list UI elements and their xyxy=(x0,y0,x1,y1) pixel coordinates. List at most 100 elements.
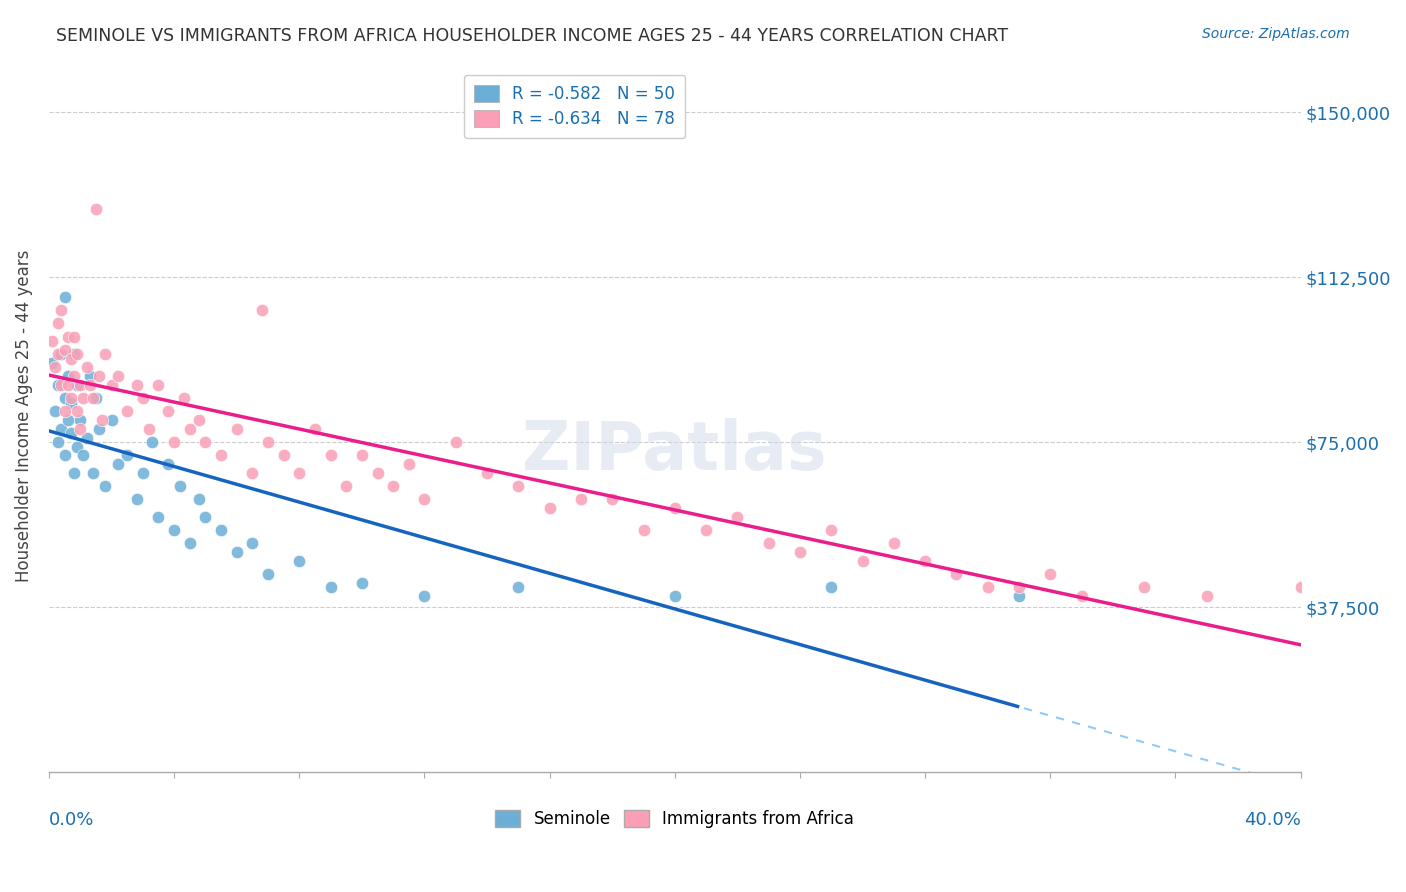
Point xyxy=(53,449,76,463)
Point xyxy=(225,422,247,436)
Point xyxy=(53,290,76,304)
Point xyxy=(194,510,217,524)
Point xyxy=(56,378,79,392)
Point xyxy=(44,360,66,375)
Point xyxy=(59,426,82,441)
Point xyxy=(69,422,91,436)
Point xyxy=(820,523,842,537)
Point xyxy=(1039,567,1062,582)
Point xyxy=(56,369,79,384)
Point xyxy=(1289,580,1312,594)
Point xyxy=(240,466,263,480)
Point xyxy=(79,369,101,384)
Point xyxy=(59,395,82,409)
Point xyxy=(94,479,117,493)
Point xyxy=(883,536,905,550)
Point xyxy=(163,435,186,450)
Point xyxy=(51,422,73,436)
Point xyxy=(59,351,82,366)
Point xyxy=(945,567,967,582)
Point xyxy=(977,580,1000,594)
Point xyxy=(51,303,73,318)
Point xyxy=(41,334,63,348)
Point xyxy=(179,536,201,550)
Point xyxy=(288,554,311,568)
Point xyxy=(257,435,280,450)
Point xyxy=(107,369,129,384)
Text: Source: ZipAtlas.com: Source: ZipAtlas.com xyxy=(1202,27,1350,41)
Point xyxy=(508,479,530,493)
Point xyxy=(66,440,89,454)
Point xyxy=(188,413,211,427)
Point xyxy=(82,391,104,405)
Point xyxy=(569,492,592,507)
Point xyxy=(59,391,82,405)
Point xyxy=(209,523,232,537)
Point xyxy=(69,413,91,427)
Point xyxy=(63,347,86,361)
Point xyxy=(148,510,170,524)
Point xyxy=(398,457,420,471)
Point xyxy=(304,422,326,436)
Point xyxy=(225,545,247,559)
Point xyxy=(53,343,76,357)
Point xyxy=(1133,580,1156,594)
Point xyxy=(538,501,561,516)
Point xyxy=(125,378,148,392)
Point xyxy=(48,347,70,361)
Point xyxy=(141,435,163,450)
Point xyxy=(194,435,217,450)
Text: 40.0%: 40.0% xyxy=(1244,811,1301,830)
Y-axis label: Householder Income Ages 25 - 44 years: Householder Income Ages 25 - 44 years xyxy=(15,250,32,582)
Point xyxy=(188,492,211,507)
Point xyxy=(138,422,160,436)
Point xyxy=(132,466,155,480)
Point xyxy=(789,545,811,559)
Point xyxy=(63,329,86,343)
Point xyxy=(350,576,373,591)
Point xyxy=(66,404,89,418)
Point xyxy=(72,449,94,463)
Point xyxy=(444,435,467,450)
Point xyxy=(76,431,98,445)
Point xyxy=(100,413,122,427)
Point xyxy=(695,523,717,537)
Point xyxy=(173,391,195,405)
Point xyxy=(633,523,655,537)
Point xyxy=(100,378,122,392)
Point xyxy=(257,567,280,582)
Text: SEMINOLE VS IMMIGRANTS FROM AFRICA HOUSEHOLDER INCOME AGES 25 - 44 YEARS CORRELA: SEMINOLE VS IMMIGRANTS FROM AFRICA HOUSE… xyxy=(56,27,1008,45)
Point xyxy=(63,369,86,384)
Point xyxy=(508,580,530,594)
Point xyxy=(63,466,86,480)
Point xyxy=(319,580,342,594)
Point xyxy=(163,523,186,537)
Point xyxy=(87,422,110,436)
Point xyxy=(169,479,191,493)
Point xyxy=(94,347,117,361)
Point xyxy=(66,378,89,392)
Point xyxy=(664,589,686,603)
Point xyxy=(44,404,66,418)
Point xyxy=(66,347,89,361)
Point xyxy=(413,492,436,507)
Point xyxy=(725,510,748,524)
Point xyxy=(350,449,373,463)
Point xyxy=(82,466,104,480)
Point xyxy=(664,501,686,516)
Point xyxy=(475,466,498,480)
Point xyxy=(156,457,179,471)
Point xyxy=(273,449,295,463)
Point xyxy=(250,303,273,318)
Point xyxy=(148,378,170,392)
Point xyxy=(758,536,780,550)
Point xyxy=(107,457,129,471)
Text: ZIPatlas: ZIPatlas xyxy=(523,418,827,484)
Point xyxy=(367,466,389,480)
Point xyxy=(914,554,936,568)
Point xyxy=(87,369,110,384)
Point xyxy=(48,317,70,331)
Point xyxy=(53,391,76,405)
Point xyxy=(1070,589,1092,603)
Point xyxy=(240,536,263,550)
